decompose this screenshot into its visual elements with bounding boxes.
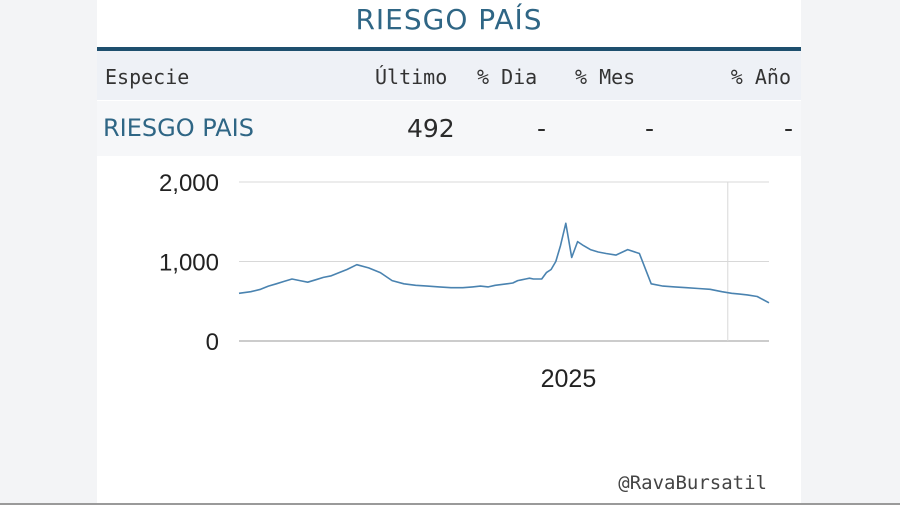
ultimo-value: 492 [407, 114, 455, 143]
series-line [238, 222, 770, 304]
header-pct-mes: % Mes [575, 65, 636, 89]
footer-credit: @RavaBursatil [618, 472, 767, 494]
chart-grid [239, 181, 769, 342]
riesgo-pais-panel: RIESGO PAÍS Especie Último % Dia % Mes %… [97, 0, 801, 505]
header-pct-anio: % Año [730, 65, 791, 89]
y-tick-labels: 0 1,000 2,000 [159, 170, 219, 356]
pct-anio-value: - [783, 114, 793, 143]
especie-link[interactable]: RIESGO PAIS [103, 114, 254, 142]
x-tick-labels: 2025 [541, 365, 597, 393]
table-header-row: Especie Último % Dia % Mes % Año [97, 51, 801, 100]
header-pct-dia: % Dia [477, 65, 538, 89]
table-row[interactable]: RIESGO PAIS 492 - - - [97, 101, 801, 156]
header-ultimo: Último [375, 65, 448, 89]
page-title: RIESGO PAÍS [355, 3, 543, 36]
pct-dia-value: - [537, 114, 547, 143]
y-tick-label: 1,000 [159, 250, 219, 277]
x-tick-label: 2025 [541, 365, 597, 393]
riesgo-pais-chart: 0 1,000 2,000 2025 [159, 170, 770, 393]
chart-series [238, 222, 770, 304]
header-especie: Especie [105, 65, 190, 89]
title-divider [97, 47, 801, 51]
bottom-border [0, 503, 900, 505]
pct-mes-value: - [645, 114, 655, 143]
y-tick-label: 0 [206, 329, 219, 356]
y-tick-label: 2,000 [159, 170, 219, 197]
